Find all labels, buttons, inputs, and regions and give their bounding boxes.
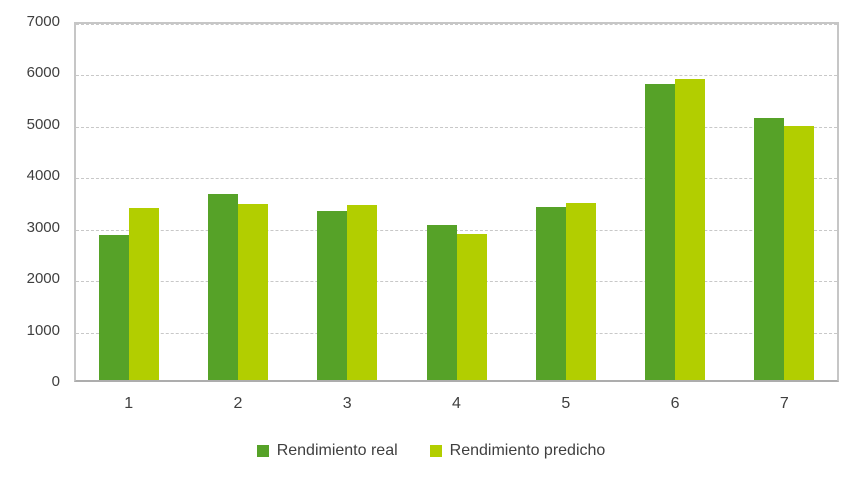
- bar-rendimiento-predicho-5: [565, 203, 596, 380]
- bar-rendimiento-real-3: [317, 210, 348, 380]
- y-tick-label-5000: 5000: [26, 115, 60, 133]
- legend-item-rendimiento-predicho: Rendimiento predicho: [429, 442, 606, 460]
- y-tick-label-2000: 2000: [26, 270, 60, 288]
- legend-label: Rendimiento real: [276, 442, 398, 459]
- x-axis: 1 2 3 4 5 6 7: [74, 394, 839, 416]
- y-tick-label-7000: 7000: [26, 13, 60, 30]
- bar-rendimiento-real-7: [754, 117, 785, 380]
- bar-rendimiento-real-2: [207, 193, 238, 380]
- x-tick-label-1: 1: [124, 395, 134, 412]
- plot-area: [74, 22, 839, 382]
- x-tick-label-6: 6: [670, 395, 680, 412]
- x-tick-label-5: 5: [561, 395, 571, 412]
- bar-rendimiento-predicho-4: [456, 234, 487, 380]
- gridline-3000: [76, 229, 837, 231]
- y-tick-label-3000: 3000: [26, 218, 60, 236]
- bar-rendimiento-predicho-2: [237, 203, 268, 380]
- y-tick-label-0: 0: [51, 373, 60, 390]
- bar-rendimiento-real-4: [426, 225, 457, 380]
- y-tick-label-6000: 6000: [26, 64, 60, 82]
- y-tick-label-4000: 4000: [26, 167, 60, 185]
- gridline-4000: [76, 178, 837, 180]
- bar-rendimiento-real-6: [645, 83, 676, 380]
- legend-swatch-icon: [429, 445, 442, 457]
- x-tick-label-2: 2: [233, 395, 243, 412]
- x-tick-label-7: 7: [779, 395, 789, 412]
- gridline-5000: [76, 126, 837, 128]
- y-tick-label-1000: 1000: [26, 321, 60, 339]
- gridline-7000: [76, 24, 837, 25]
- legend: Rendimiento real Rendimiento predicho: [0, 442, 862, 460]
- legend-item-rendimiento-real: Rendimiento real: [256, 442, 398, 460]
- gridline-6000: [76, 75, 837, 77]
- x-tick-label-4: 4: [452, 395, 461, 412]
- legend-label: Rendimiento predicho: [449, 442, 606, 459]
- bar-rendimiento-predicho-1: [128, 208, 159, 380]
- bar-rendimiento-predicho-6: [675, 79, 706, 380]
- bar-rendimiento-real-5: [535, 207, 566, 380]
- x-tick-label-3: 3: [342, 395, 352, 412]
- legend-swatch-icon: [256, 445, 269, 457]
- bar-rendimiento-real-1: [98, 234, 129, 380]
- bar-rendimiento-predicho-3: [347, 205, 378, 380]
- bar-rendimiento-predicho-7: [784, 125, 815, 380]
- y-axis: 0 1000 2000 3000 4000 5000 6000 7000: [0, 0, 60, 485]
